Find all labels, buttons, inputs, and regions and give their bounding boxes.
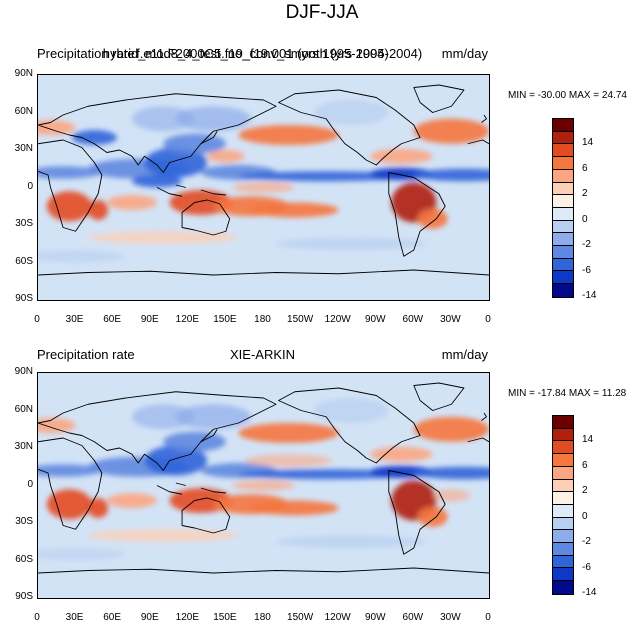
colorbar-label: -6 [582, 264, 591, 276]
panel2-units: mm/day [441, 347, 488, 362]
colorbar-label: 6 [582, 459, 588, 471]
lon-tick-label: 0 [485, 612, 491, 623]
panel1-center-label: f.e11.F2000C5.f19_f19.001 (yrs 1995-2004… [136, 46, 389, 61]
lon-tick-label: 90W [364, 314, 386, 325]
colorbar-swatch [553, 416, 573, 429]
panel2-precip-field [38, 373, 489, 598]
lon-tick-label: 150W [287, 314, 314, 325]
colorbar-swatch [553, 144, 573, 158]
colorbar-swatch [553, 246, 573, 259]
lon-tick-label: 120E [175, 612, 199, 623]
lat-tick-label: 60N [14, 105, 33, 117]
lon-tick-label: 30E [65, 314, 84, 325]
lat-tick-label: 60S [15, 553, 33, 565]
lon-tick-label: 30E [65, 612, 84, 623]
colorbar-swatch [553, 466, 573, 480]
colorbar-swatch [553, 207, 573, 221]
colorbar-label: 0 [582, 510, 588, 522]
lon-tick-label: 150E [213, 612, 237, 623]
colorbar-swatch [553, 568, 573, 582]
lon-tick-label: 60W [402, 612, 424, 623]
panel2-left-label: Precipitation rate [37, 347, 135, 362]
colorbar-label: 2 [582, 485, 588, 497]
colorbar-label: -2 [582, 536, 591, 548]
panel2-center-label: XIE-ARKIN [229, 347, 295, 362]
lat-tick-label: 30N [14, 143, 33, 154]
panel1-center-label-overlap: hybrid_mod8_4_test_no_conv_smooth (yrs 1… [102, 46, 423, 61]
colorbar-swatch [553, 131, 573, 145]
lat-tick-label: 60N [14, 403, 33, 415]
lon-tick-label: 180 [254, 314, 271, 325]
colorbar-swatch [553, 428, 573, 442]
lon-tick-label: 120E [175, 314, 199, 325]
colorbar-label: 2 [582, 188, 588, 200]
colorbar-label: -2 [582, 239, 591, 251]
colorbar-swatch [553, 284, 573, 297]
lon-tick-label: 30W [440, 612, 461, 623]
colorbar-swatch [553, 258, 573, 272]
colorbar-swatch [553, 195, 573, 208]
colorbar-swatch [553, 530, 573, 544]
panel1-units: mm/day [441, 46, 488, 61]
colorbar-label: -14 [582, 290, 597, 301]
lat-tick-label: 60S [15, 255, 33, 267]
lat-tick-label: 90S [15, 293, 33, 304]
lon-tick-label: 90E [140, 612, 159, 623]
colorbar-swatch [553, 441, 573, 455]
lat-tick-label: 0 [27, 478, 33, 490]
colorbar-swatch [553, 504, 573, 518]
colorbar-swatch [553, 479, 573, 493]
figure-title: DJF-JJA [285, 2, 359, 23]
panel1-precip-field [38, 75, 489, 300]
colorbar-swatch [553, 119, 573, 132]
colorbar-swatch [553, 581, 573, 594]
lon-tick-label: 180 [254, 612, 271, 623]
lon-tick-label: 90W [364, 612, 386, 623]
lon-tick-label: 0 [34, 612, 40, 623]
lat-tick-label: 30S [15, 516, 33, 527]
colorbar-label: 14 [582, 137, 594, 149]
colorbar-label: 14 [582, 434, 594, 446]
lon-tick-label: 90E [140, 314, 159, 325]
colorbar-swatch [553, 543, 573, 556]
panel2-minmax: MIN = -17.84 MAX = 11.28 [508, 388, 627, 399]
colorbar-swatch [553, 182, 573, 196]
colorbar-swatch [553, 517, 573, 531]
colorbar-label: 0 [582, 213, 588, 225]
lat-tick-label: 30S [15, 218, 33, 229]
colorbar-swatch [553, 157, 573, 170]
colorbar-label: -14 [582, 587, 597, 598]
colorbar-swatch [553, 271, 573, 285]
lat-tick-label: 0 [27, 180, 33, 192]
panel1-map [37, 74, 490, 301]
lat-tick-label: 90S [15, 591, 33, 602]
colorbar-swatch [553, 492, 573, 505]
lon-tick-label: 60E [103, 314, 122, 325]
lat-tick-label: 90N [14, 366, 33, 377]
lon-tick-label: 60W [402, 314, 424, 325]
lon-tick-label: 30W [440, 314, 461, 325]
colorbar-swatch [553, 454, 573, 467]
lon-tick-label: 150E [213, 314, 237, 325]
colorbar-label: -6 [582, 561, 591, 573]
lon-tick-label: 120W [324, 612, 351, 623]
panel1-colorbar [552, 118, 574, 298]
panel1-minmax: MIN = -30.00 MAX = 24.74 [508, 90, 627, 101]
colorbar-swatch [553, 233, 573, 247]
lat-tick-label: 90N [14, 68, 33, 79]
panel1-left-label: Precipitation rate [37, 46, 135, 61]
colorbar-swatch [553, 220, 573, 234]
lat-tick-label: 30N [14, 441, 33, 452]
colorbar-swatch [553, 555, 573, 569]
lon-tick-label: 0 [485, 314, 491, 325]
lon-tick-label: 0 [34, 314, 40, 325]
colorbar-swatch [553, 169, 573, 183]
lon-tick-label: 60E [103, 612, 122, 623]
panel2-map [37, 372, 490, 599]
lon-tick-label: 120W [324, 314, 351, 325]
lon-tick-label: 150W [287, 612, 314, 623]
panel2-colorbar [552, 415, 574, 595]
colorbar-label: 6 [582, 162, 588, 174]
